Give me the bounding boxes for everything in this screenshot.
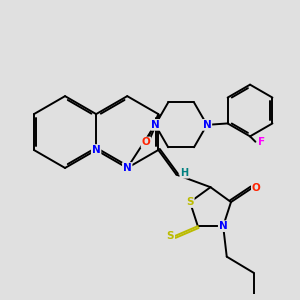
Text: O: O xyxy=(252,183,261,193)
Text: N: N xyxy=(92,145,100,155)
Text: N: N xyxy=(123,163,132,173)
Text: N: N xyxy=(219,221,227,231)
Text: F: F xyxy=(258,137,266,147)
Text: N: N xyxy=(202,120,211,130)
Text: S: S xyxy=(186,197,194,207)
Text: N: N xyxy=(151,120,160,130)
Text: O: O xyxy=(142,137,150,147)
Text: S: S xyxy=(167,231,174,241)
Text: H: H xyxy=(180,168,188,178)
